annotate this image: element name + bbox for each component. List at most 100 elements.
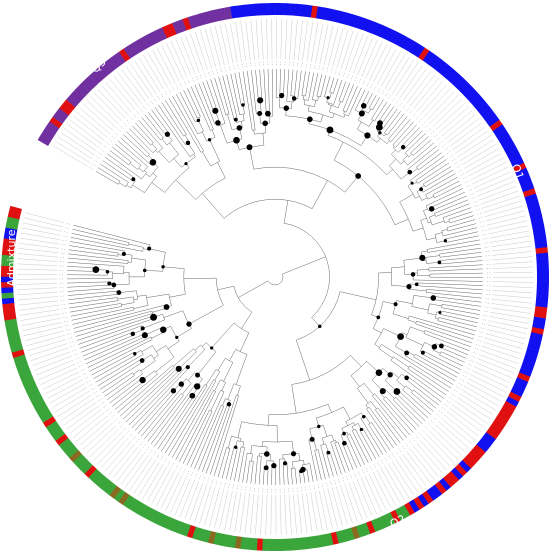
ring-segment (3, 232, 17, 241)
leaf-label-stub (438, 421, 469, 449)
ring-segment (536, 274, 550, 281)
leaf-dots (63, 320, 68, 323)
leaf-dots (469, 359, 474, 362)
branch (198, 83, 213, 118)
branch-arc (285, 115, 321, 123)
ring-segment (5, 323, 19, 332)
branch (330, 442, 334, 452)
branch (305, 71, 310, 93)
branch (324, 91, 326, 97)
branch (113, 283, 130, 286)
leaf-dots (478, 217, 483, 219)
branch (109, 382, 137, 404)
ring-segment (497, 410, 511, 422)
branch (175, 397, 210, 460)
branch (345, 450, 354, 470)
ring-segment (128, 42, 140, 56)
ring-segment (454, 463, 468, 477)
leaf-label-stub (420, 84, 448, 115)
ring-segment (400, 36, 411, 50)
ring-segment (431, 57, 443, 70)
leaf-label-stub (319, 24, 329, 64)
branch (210, 122, 214, 130)
branch (146, 293, 169, 298)
leaf-label-stub (79, 107, 111, 135)
leaf-dots (139, 108, 143, 112)
leaf-label-stub (357, 38, 373, 76)
branch (209, 390, 214, 398)
leaf-dots (456, 165, 461, 169)
leaf-dots (421, 429, 426, 433)
branch (439, 354, 445, 358)
branch (138, 373, 143, 377)
support-dot (406, 284, 412, 290)
branch (395, 142, 401, 148)
branch (242, 113, 245, 121)
branch (237, 104, 240, 115)
leaf-dots (136, 111, 140, 115)
branch (246, 70, 254, 113)
branch (163, 367, 178, 382)
branch (234, 454, 240, 482)
ring-segment (536, 279, 549, 286)
ring-segment (7, 211, 21, 220)
branch (128, 243, 144, 248)
leaf-label-stub (38, 363, 76, 381)
branch (449, 220, 456, 224)
branch (333, 451, 342, 475)
branch-arc (434, 213, 436, 217)
branch (412, 181, 417, 185)
support-dot (393, 388, 401, 395)
branch-arc (439, 351, 442, 356)
branch (182, 423, 204, 464)
ring-segment (177, 19, 187, 33)
ring-segment (14, 359, 29, 369)
branch (249, 147, 255, 170)
branch (427, 246, 441, 250)
leaf-dots (80, 369, 85, 372)
support-dot (428, 206, 435, 212)
branch (67, 270, 88, 272)
leaf-label-stub (310, 492, 318, 532)
leaf-label-stub (19, 237, 60, 245)
branch (137, 313, 153, 319)
leaf-label-stub (52, 145, 88, 167)
leaf-label-stub (399, 456, 423, 490)
branch (383, 301, 396, 305)
leaf-dots (164, 458, 167, 463)
branch (133, 298, 138, 300)
branch (114, 303, 122, 305)
branch (206, 80, 217, 108)
ring-segment (1, 254, 14, 262)
branch (343, 406, 351, 420)
leaf-dots (100, 401, 105, 405)
branch (432, 220, 445, 226)
leaf-dots (111, 415, 115, 419)
tree-branches (59, 61, 492, 493)
leaf-dots (334, 69, 337, 74)
branch-arc (268, 404, 329, 416)
leaf-dots (62, 235, 67, 237)
branch (344, 175, 359, 193)
branch-arc (429, 217, 433, 226)
branch-arc (420, 220, 427, 240)
ring-segment (69, 449, 82, 463)
group-label-admixture: Admixture (5, 229, 18, 286)
branch (104, 156, 132, 176)
branch (402, 155, 408, 160)
branch-arc (316, 406, 344, 419)
branch (421, 197, 428, 201)
leaf-label-stub (471, 370, 509, 388)
leaf-label-stub (481, 345, 520, 359)
branch-arc (411, 295, 415, 307)
leaf-label-stub (293, 494, 297, 535)
leaf-label-stub (344, 483, 358, 522)
leaf-label-stub (380, 51, 401, 87)
leaf-label-stub (44, 375, 81, 395)
leaf-label-stub (156, 47, 176, 84)
branch (439, 259, 449, 261)
branch (241, 312, 253, 329)
branch (130, 239, 151, 246)
leaf-label-stub (368, 473, 387, 510)
branch (68, 295, 109, 300)
